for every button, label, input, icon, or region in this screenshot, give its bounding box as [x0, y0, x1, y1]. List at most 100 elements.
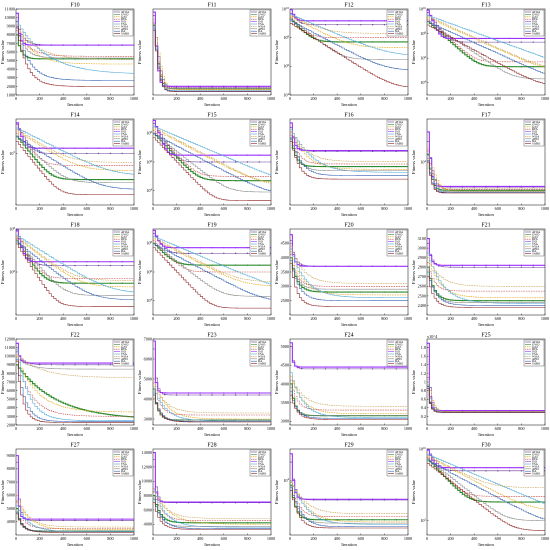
x-tick-label: 1000	[130, 96, 138, 101]
series-marker-atoa	[97, 519, 100, 522]
series-marker-iso	[16, 454, 17, 457]
legend-label: DA	[121, 249, 126, 253]
chart-title: F19	[207, 223, 216, 229]
series-marker-iso	[336, 366, 338, 368]
series-marker-gwo	[211, 264, 213, 266]
x-tick-label: 800	[518, 536, 524, 541]
y-axis-label: Fitness value	[137, 480, 142, 504]
series-marker-atoa	[62, 364, 64, 366]
series-marker-atoa	[348, 368, 350, 370]
series-marker-gwo	[187, 263, 190, 266]
legend-label: GWO	[532, 452, 540, 456]
y-tick-label: 1000	[7, 92, 15, 97]
series-marker-gwo	[383, 291, 386, 293]
series-marker-gwo	[50, 174, 53, 176]
series-line-sabo	[290, 141, 408, 180]
series-marker-gwo	[187, 522, 190, 524]
series-marker-iso	[336, 149, 338, 152]
legend-label: AHO	[258, 137, 265, 141]
y-tick-label: 106	[420, 55, 426, 61]
legend-label: ISO	[532, 240, 538, 244]
series-line-gjo	[290, 132, 408, 170]
series-line-tsa	[16, 349, 134, 421]
chart-panel-f14: F14 0 200 400 600 800 1000 105 Iteration Fitness …	[0, 110, 138, 220]
series-marker-gwo	[485, 299, 487, 302]
series-marker-iso	[497, 185, 499, 188]
x-tick-label: 800	[244, 536, 250, 541]
series-marker-atoa	[485, 41, 487, 43]
legend-label: RFA	[258, 457, 265, 461]
chart-svg-f28: F28 0 200 400 600 800 1000 4000 6000 8000 10000 120…	[137, 443, 275, 548]
y-axis-label: Fitness value	[411, 480, 416, 504]
series-marker-iso	[62, 518, 64, 520]
series-marker-iso	[97, 44, 100, 46]
series-line-atoa	[427, 243, 545, 268]
series-marker-atoa	[270, 394, 271, 396]
y-tick-label: 9000	[7, 24, 15, 29]
legend-label: ATOA	[395, 340, 404, 344]
series-line-sabo	[153, 137, 271, 201]
series-marker-iso	[383, 20, 386, 22]
chart-panel-f12: F12 0 200 400 600 800 1000 104 106 108 1010 Iterati…	[274, 0, 412, 110]
legend-label: WOA	[258, 134, 266, 138]
series-line-sabo	[427, 276, 545, 308]
legend-label: ATOA	[532, 340, 541, 344]
series-marker-gwo	[508, 501, 511, 503]
series-marker-iso	[187, 154, 190, 156]
series-marker-gwo	[16, 507, 17, 510]
series-marker-gwo	[38, 164, 41, 166]
series-marker-iso	[153, 229, 154, 232]
series-marker-iso	[395, 265, 397, 267]
series-marker-iso	[199, 85, 201, 88]
legend-label: RFA	[121, 237, 128, 241]
x-tick-label: 800	[381, 426, 387, 431]
series-marker-iso	[38, 44, 41, 46]
series-marker-iso	[312, 265, 315, 267]
series-marker-gwo	[336, 41, 338, 43]
series-marker-gwo	[74, 178, 76, 181]
series-marker-iso	[74, 518, 76, 520]
y-tick-label: 7000	[7, 41, 15, 46]
x-axis-label: Iteration	[341, 322, 357, 327]
series-marker-atoa	[395, 368, 397, 370]
chart-svg-f20: F20 0 200 400 600 800 1000 2500 3000 3500 4000 4500…	[274, 223, 412, 328]
series-marker-atoa	[348, 24, 350, 26]
x-tick-label: 200	[36, 316, 42, 321]
series-line-sabo	[290, 490, 408, 529]
series-marker-iso	[407, 366, 408, 368]
series-line-woa	[16, 129, 134, 163]
series-marker-gwo	[485, 501, 487, 503]
series-marker-atoa	[121, 264, 123, 267]
series-line-da	[153, 133, 271, 192]
series-marker-gwo	[348, 291, 350, 293]
legend-label: SABO	[258, 472, 267, 476]
legend-label: RFA	[121, 457, 128, 461]
series-marker-iso	[97, 261, 100, 263]
series-marker-gwo	[153, 388, 154, 390]
y-tick-label: 5000	[7, 58, 15, 63]
y-axis-label: Fitness value	[274, 370, 279, 394]
x-tick-label: 200	[173, 536, 179, 541]
series-marker-atoa	[199, 161, 201, 163]
series-marker-gwo	[520, 66, 523, 68]
x-tick-label: 600	[84, 206, 90, 211]
series-marker-gwo	[532, 66, 534, 68]
series-marker-iso	[544, 466, 545, 469]
series-marker-gwo	[485, 64, 487, 67]
x-tick-label: 600	[495, 96, 501, 101]
series-marker-iso	[520, 264, 523, 267]
series-marker-atoa	[16, 461, 17, 463]
series-marker-atoa	[187, 252, 190, 255]
series-line-woa	[427, 16, 545, 67]
legend-label: TSA	[121, 352, 128, 356]
series-marker-atoa	[246, 252, 249, 255]
series-marker-atoa	[133, 519, 134, 522]
x-tick-label: 800	[244, 426, 250, 431]
y-tick-label: 3000	[7, 75, 15, 80]
legend-label: GJO	[532, 15, 538, 19]
series-marker-gwo	[223, 522, 225, 524]
legend-label: ATOA	[121, 230, 130, 234]
chart-svg-f17: F17 0 200 400 600 800 1000 104 Iteration Fitness …	[411, 113, 549, 218]
series-marker-iso	[133, 147, 134, 149]
series-marker-iso	[62, 44, 64, 46]
